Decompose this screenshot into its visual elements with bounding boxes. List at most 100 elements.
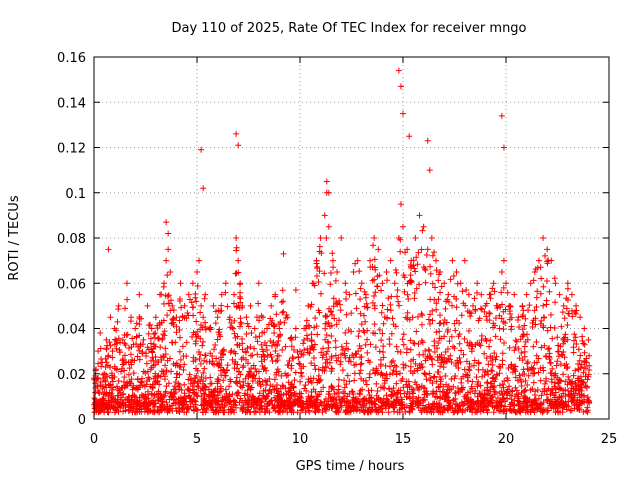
data-point: [192, 340, 199, 347]
data-point: [545, 257, 552, 264]
data-point: [200, 369, 207, 376]
data-point: [335, 409, 342, 416]
data-point: [239, 340, 246, 347]
data-point: [540, 324, 547, 331]
data-point: [263, 342, 270, 349]
data-point: [283, 397, 290, 404]
data-point: [335, 383, 342, 390]
data-point: [130, 341, 137, 348]
data-point: [168, 368, 175, 375]
data-point: [390, 385, 397, 392]
data-point: [390, 367, 397, 374]
data-point: [575, 346, 582, 353]
data-point: [322, 325, 329, 332]
data-point: [245, 383, 252, 390]
data-point: [103, 401, 110, 408]
data-point: [563, 406, 570, 413]
data-point: [555, 348, 562, 355]
data-point: [134, 376, 141, 383]
data-point: [427, 270, 434, 277]
data-point: [352, 260, 359, 267]
data-point: [533, 294, 540, 301]
data-point: [265, 390, 272, 397]
data-point: [357, 367, 364, 374]
data-point: [565, 373, 572, 380]
data-point: [481, 372, 488, 379]
data-point: [537, 290, 544, 297]
data-point: [234, 389, 241, 396]
data-point: [418, 409, 425, 416]
data-point: [202, 352, 209, 359]
data-point: [469, 378, 476, 385]
data-point: [216, 331, 223, 338]
data-point: [387, 257, 394, 264]
data-point: [282, 315, 289, 322]
data-point: [222, 289, 229, 296]
y-tick-label: 0.16: [57, 51, 86, 66]
data-point: [554, 374, 561, 381]
data-point: [228, 347, 235, 354]
data-point: [380, 320, 387, 327]
data-point: [376, 348, 383, 355]
data-point: [302, 325, 309, 332]
data-point: [557, 343, 564, 350]
data-point: [231, 365, 238, 372]
data-point: [412, 360, 419, 367]
data-point: [501, 398, 508, 405]
data-point: [342, 280, 349, 287]
data-point: [378, 399, 385, 406]
data-point: [147, 321, 154, 328]
data-point: [313, 403, 320, 410]
data-point: [444, 406, 451, 413]
data-point: [570, 337, 577, 344]
data-point: [413, 328, 420, 335]
data-point: [409, 397, 416, 404]
data-point: [238, 320, 245, 327]
data-point: [527, 280, 534, 287]
data-point: [253, 368, 260, 375]
data-point: [397, 248, 404, 255]
data-point: [140, 368, 147, 375]
data-point: [496, 325, 503, 332]
data-point: [533, 303, 540, 310]
data-point: [343, 402, 350, 409]
data-point: [349, 352, 356, 359]
data-point: [207, 380, 214, 387]
data-point: [552, 385, 559, 392]
data-point: [372, 401, 379, 408]
data-point: [372, 289, 379, 296]
data-point: [491, 383, 498, 390]
data-point: [367, 257, 374, 264]
data-point: [422, 267, 429, 274]
data-point: [180, 366, 187, 373]
data-point: [380, 354, 387, 361]
data-point: [541, 388, 548, 395]
data-point: [314, 331, 321, 338]
data-point: [560, 302, 567, 309]
data-point: [433, 329, 440, 336]
data-point: [524, 359, 531, 366]
data-point: [540, 314, 547, 321]
data-point: [170, 386, 177, 393]
data-point: [288, 334, 295, 341]
data-point: [389, 315, 396, 322]
data-point: [109, 348, 116, 355]
data-point: [435, 277, 442, 284]
data-point: [531, 359, 538, 366]
data-point: [233, 404, 239, 411]
data-point: [314, 379, 321, 386]
data-point: [269, 357, 276, 364]
data-point: [167, 390, 174, 397]
data-point: [410, 340, 417, 346]
data-point: [444, 296, 451, 303]
data-point: [343, 340, 350, 347]
data-point: [171, 397, 178, 404]
data-point: [307, 345, 314, 352]
data-point: [114, 403, 121, 410]
data-point: [471, 295, 478, 302]
data-point: [289, 354, 296, 361]
data-point: [492, 376, 499, 383]
data-point: [243, 330, 250, 337]
data-point: [250, 372, 257, 379]
data-point: [518, 389, 525, 396]
